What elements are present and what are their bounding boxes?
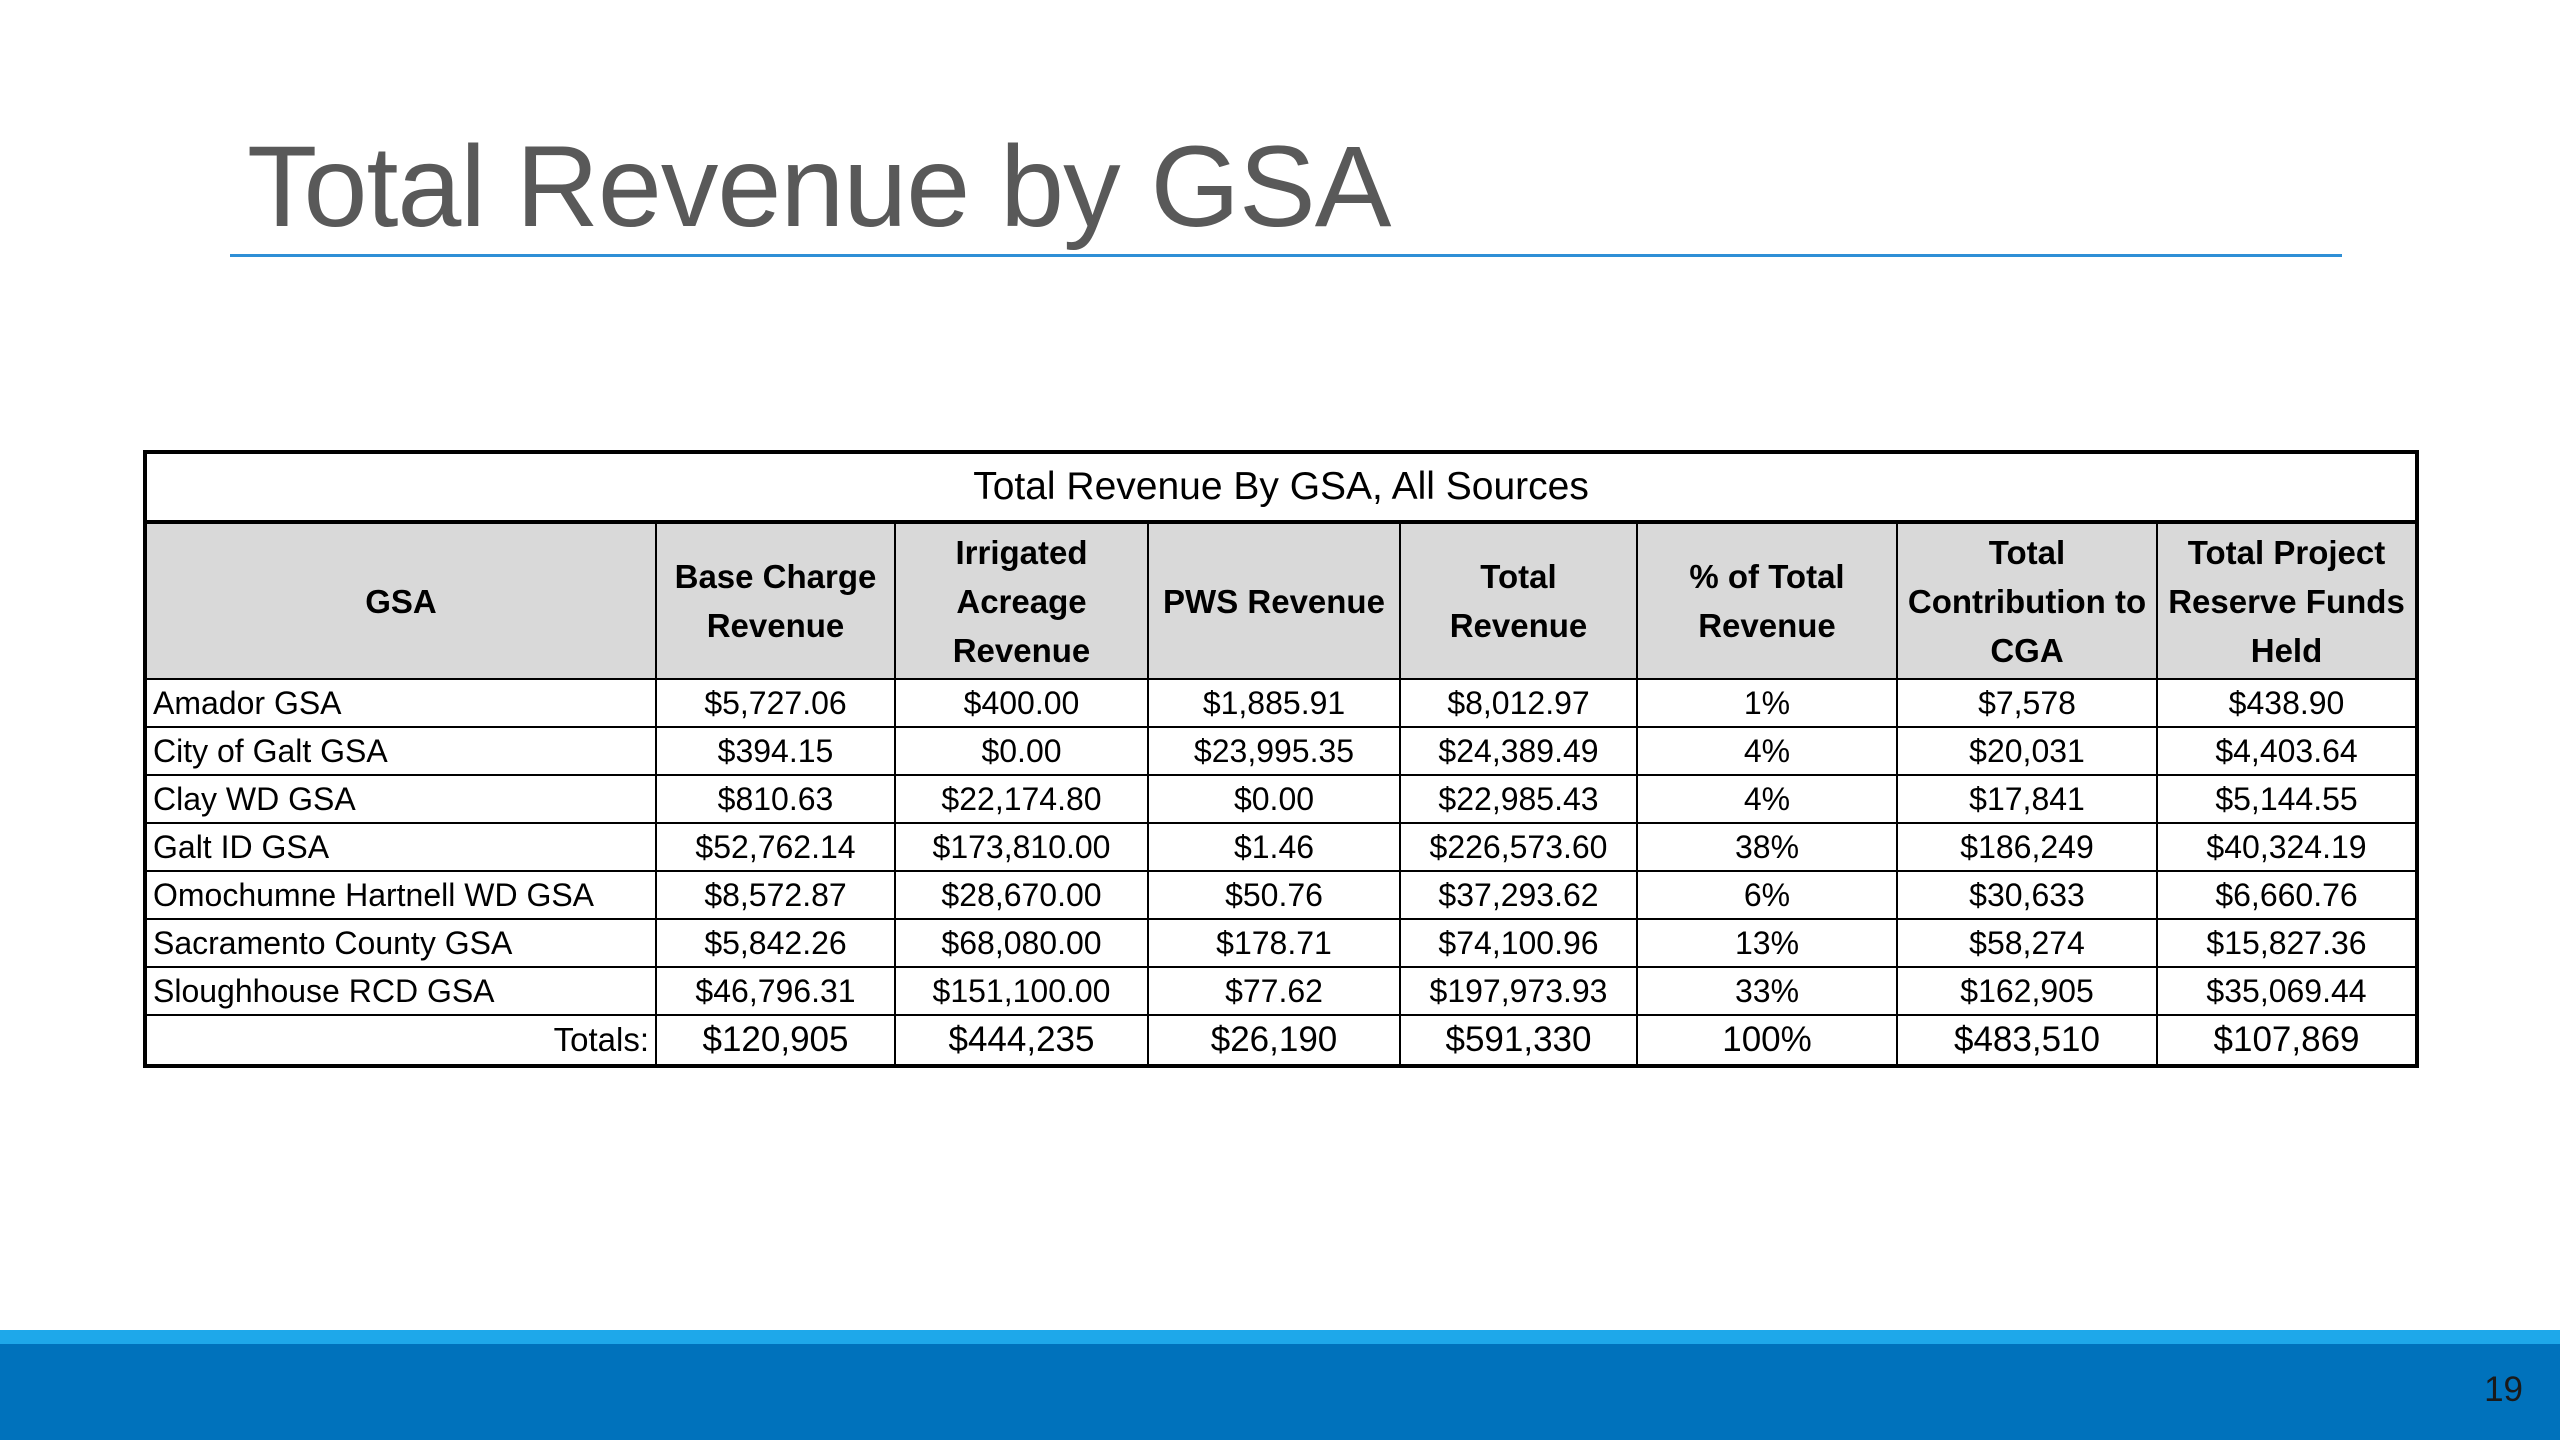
table-caption-row: Total Revenue By GSA, All Sources [142, 450, 2420, 524]
cell-reserve-funds: $35,069.44 [2155, 966, 2420, 1016]
cell-reserve-funds: $438.90 [2155, 678, 2420, 728]
cell-pws-revenue: $77.62 [1147, 966, 1401, 1016]
total-total-revenue: $591,330 [1399, 1014, 1638, 1068]
total-base-charge: $120,905 [655, 1014, 896, 1068]
cell-gsa-name: Sloughhouse RCD GSA [143, 966, 657, 1016]
revenue-table: Total Revenue By GSA, All Sources GSA Ba… [142, 450, 2420, 1068]
cell-pws-revenue: $178.71 [1147, 918, 1401, 968]
header-total-project-reserve-funds-held: Total Project Reserve Funds Held [2155, 521, 2420, 680]
cell-gsa-name: City of Galt GSA [143, 726, 657, 776]
header-total-contribution-to-cga: Total Contribution to CGA [1896, 521, 2158, 680]
cell-irrigated-acreage: $0.00 [894, 726, 1149, 776]
cell-irrigated-acreage: $22,174.80 [894, 774, 1149, 824]
cell-reserve-funds: $15,827.36 [2155, 918, 2420, 968]
totals-label: Totals: [143, 1014, 657, 1068]
cell-percent-total: 38% [1636, 822, 1898, 872]
cell-total-revenue: $197,973.93 [1399, 966, 1638, 1016]
cell-contribution-cga: $20,031 [1896, 726, 2158, 776]
cell-contribution-cga: $58,274 [1896, 918, 2158, 968]
cell-total-revenue: $24,389.49 [1399, 726, 1638, 776]
cell-contribution-cga: $7,578 [1896, 678, 2158, 728]
total-contribution-cga: $483,510 [1896, 1014, 2158, 1068]
cell-reserve-funds: $6,660.76 [2155, 870, 2420, 920]
cell-gsa-name: Amador GSA [143, 678, 657, 728]
cell-contribution-cga: $162,905 [1896, 966, 2158, 1016]
cell-percent-total: 4% [1636, 726, 1898, 776]
cell-base-charge: $5,842.26 [655, 918, 896, 968]
cell-pws-revenue: $1,885.91 [1147, 678, 1401, 728]
cell-contribution-cga: $186,249 [1896, 822, 2158, 872]
cell-base-charge: $46,796.31 [655, 966, 896, 1016]
cell-total-revenue: $226,573.60 [1399, 822, 1638, 872]
title-underline [230, 254, 2342, 257]
table-header-row: GSA Base Charge Revenue Irrigated Acreag… [143, 521, 2420, 680]
cell-pws-revenue: $0.00 [1147, 774, 1401, 824]
cell-irrigated-acreage: $151,100.00 [894, 966, 1149, 1016]
cell-irrigated-acreage: $400.00 [894, 678, 1149, 728]
cell-gsa-name: Galt ID GSA [143, 822, 657, 872]
slide-title: Total Revenue by GSA [247, 123, 1391, 251]
table-row: Clay WD GSA $810.63 $22,174.80 $0.00 $22… [143, 774, 2420, 824]
table-row: Sloughhouse RCD GSA $46,796.31 $151,100.… [143, 966, 2420, 1016]
total-irrigated-acreage: $444,235 [894, 1014, 1149, 1068]
page-number: 19 [2484, 1370, 2523, 1409]
cell-contribution-cga: $17,841 [1896, 774, 2158, 824]
cell-reserve-funds: $5,144.55 [2155, 774, 2420, 824]
footer-accent-bar [0, 1330, 2560, 1344]
table-row: Amador GSA $5,727.06 $400.00 $1,885.91 $… [143, 678, 2420, 728]
cell-gsa-name: Sacramento County GSA [143, 918, 657, 968]
table-row: Omochumne Hartnell WD GSA $8,572.87 $28,… [143, 870, 2420, 920]
cell-base-charge: $52,762.14 [655, 822, 896, 872]
cell-irrigated-acreage: $28,670.00 [894, 870, 1149, 920]
cell-pws-revenue: $1.46 [1147, 822, 1401, 872]
cell-total-revenue: $8,012.97 [1399, 678, 1638, 728]
table-row: Sacramento County GSA $5,842.26 $68,080.… [143, 918, 2420, 968]
header-base-charge-revenue: Base Charge Revenue [655, 521, 896, 680]
header-total-revenue: Total Revenue [1399, 521, 1638, 680]
cell-pws-revenue: $23,995.35 [1147, 726, 1401, 776]
cell-gsa-name: Omochumne Hartnell WD GSA [143, 870, 657, 920]
header-irrigated-acreage-revenue: Irrigated Acreage Revenue [894, 521, 1149, 680]
cell-irrigated-acreage: $68,080.00 [894, 918, 1149, 968]
cell-irrigated-acreage: $173,810.00 [894, 822, 1149, 872]
cell-percent-total: 4% [1636, 774, 1898, 824]
cell-total-revenue: $74,100.96 [1399, 918, 1638, 968]
cell-percent-total: 33% [1636, 966, 1898, 1016]
table-caption: Total Revenue By GSA, All Sources [142, 450, 2420, 524]
cell-percent-total: 1% [1636, 678, 1898, 728]
header-pws-revenue: PWS Revenue [1147, 521, 1401, 680]
table-row: City of Galt GSA $394.15 $0.00 $23,995.3… [143, 726, 2420, 776]
header-percent-of-total-revenue: % of Total Revenue [1636, 521, 1898, 680]
cell-reserve-funds: $4,403.64 [2155, 726, 2420, 776]
cell-contribution-cga: $30,633 [1896, 870, 2158, 920]
total-percent: 100% [1636, 1014, 1898, 1068]
cell-total-revenue: $22,985.43 [1399, 774, 1638, 824]
cell-gsa-name: Clay WD GSA [143, 774, 657, 824]
cell-percent-total: 6% [1636, 870, 1898, 920]
cell-reserve-funds: $40,324.19 [2155, 822, 2420, 872]
header-gsa: GSA [143, 521, 657, 680]
footer-bar [0, 1344, 2560, 1440]
total-pws-revenue: $26,190 [1147, 1014, 1401, 1068]
cell-base-charge: $5,727.06 [655, 678, 896, 728]
cell-pws-revenue: $50.76 [1147, 870, 1401, 920]
revenue-table-container: Total Revenue By GSA, All Sources GSA Ba… [142, 450, 2420, 1068]
cell-base-charge: $394.15 [655, 726, 896, 776]
total-reserve-funds: $107,869 [2155, 1014, 2420, 1068]
table-totals-row: Totals: $120,905 $444,235 $26,190 $591,3… [143, 1014, 2420, 1068]
cell-base-charge: $8,572.87 [655, 870, 896, 920]
table-row: Galt ID GSA $52,762.14 $173,810.00 $1.46… [143, 822, 2420, 872]
cell-percent-total: 13% [1636, 918, 1898, 968]
cell-base-charge: $810.63 [655, 774, 896, 824]
cell-total-revenue: $37,293.62 [1399, 870, 1638, 920]
